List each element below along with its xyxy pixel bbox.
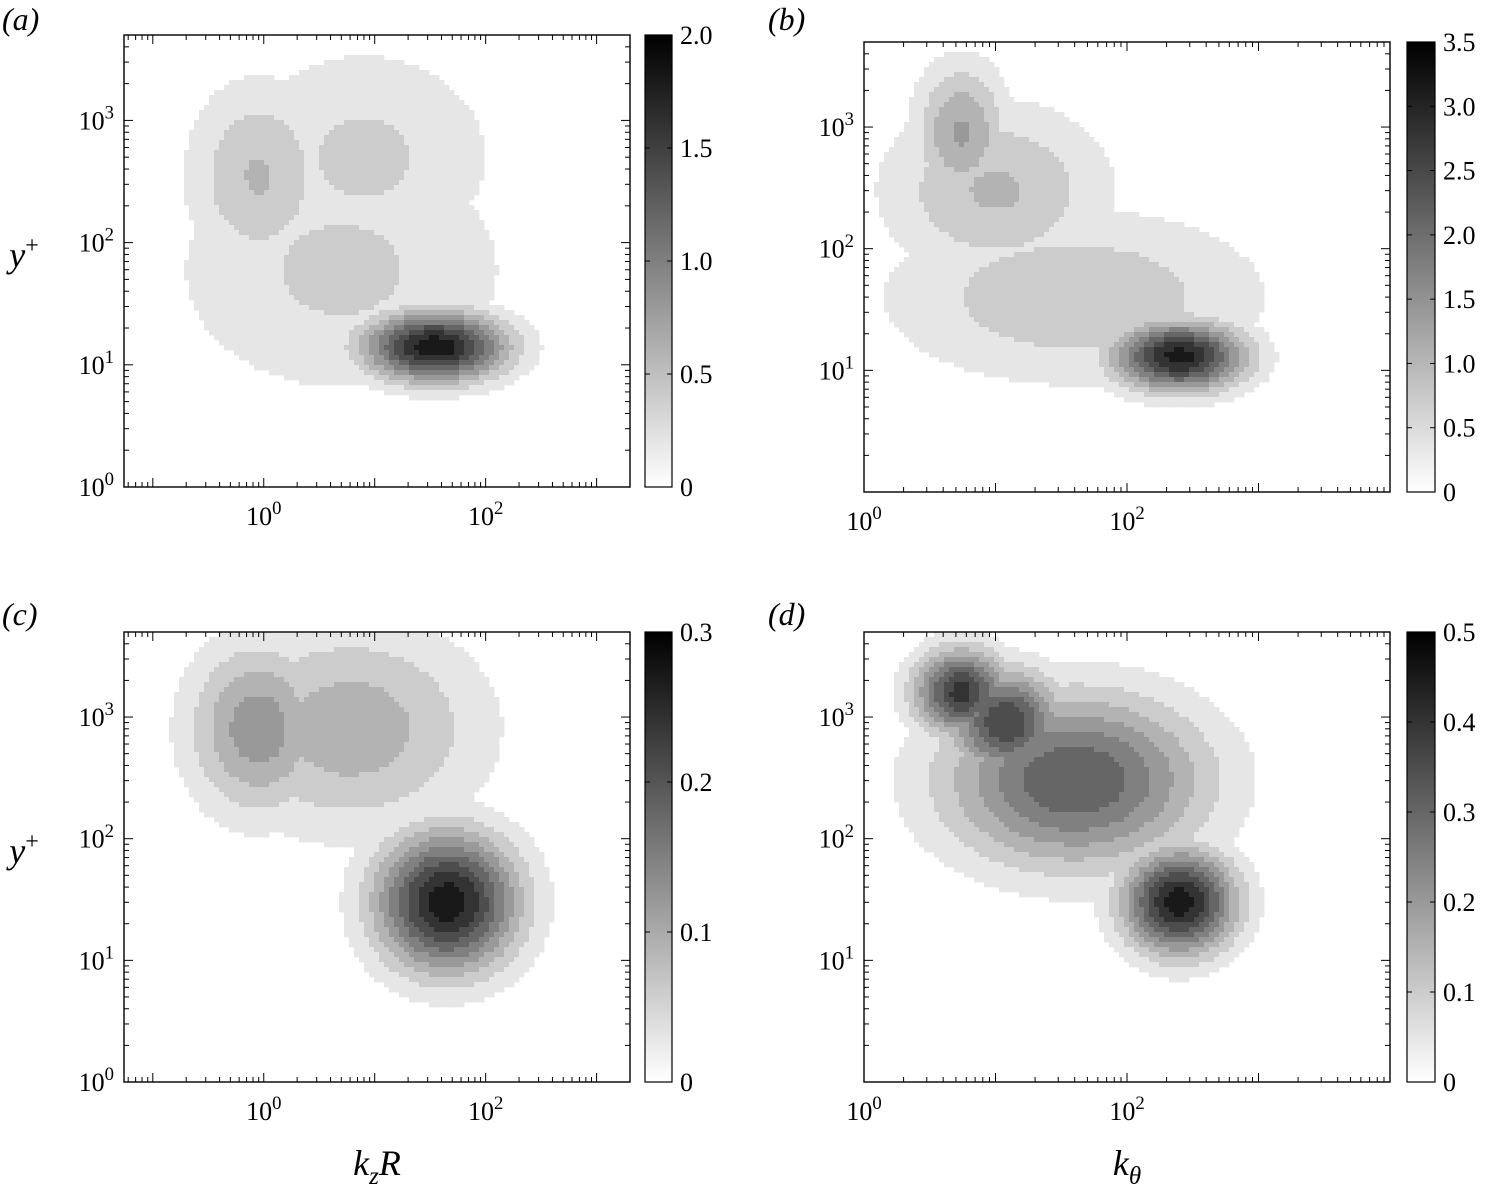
colorbar-tick-label-2: 0.5 (1443, 414, 1476, 443)
x-tick-label-2: 102 (1109, 1093, 1144, 1126)
panel-b: (b) 100 102 101 102 103 0 0.5 1.0 1.5 2.0 2.5 3.0 3.5 (768, 1, 1476, 536)
x-tick-label-2: 102 (468, 1093, 503, 1126)
colorbar-gradient (1406, 631, 1436, 1083)
colorbar-tick-label-5: 2.0 (680, 21, 713, 50)
colorbar-tick-label-7: 3.0 (1443, 92, 1476, 121)
colorbar-tick-label-1: 0 (1443, 478, 1456, 507)
colorbar-tick-label-4: 0.3 (1443, 798, 1476, 827)
colorbar-gradient (1406, 41, 1436, 493)
panel-label: (a) (2, 1, 39, 37)
colorbar-tick-label-4: 0.3 (680, 618, 713, 647)
panel-label: (d) (768, 596, 805, 632)
y-axis-label: y+ (6, 233, 39, 275)
y-tick-label-1: 100 (79, 1064, 114, 1097)
colorbar-tick-label-2: 0.1 (1443, 978, 1476, 1007)
colorbar-tick-label-6: 0.5 (1443, 618, 1476, 647)
minor-ticks (124, 34, 631, 488)
y-tick-label-4: 103 (79, 699, 114, 732)
colorbar-tick-label-3: 0.2 (1443, 888, 1476, 917)
x-tick-label-1: 100 (246, 1093, 281, 1126)
panel-c: (c) 100 102 100 101 102 103 y+ kzR 0 0.1 0.2 0.3 (2, 596, 713, 1190)
x-tick-label-2: 102 (468, 498, 503, 531)
contour-field (864, 632, 1390, 1082)
colorbar-tick-label-6: 2.5 (1443, 157, 1476, 186)
y-tick-label-1: 100 (79, 469, 114, 502)
colorbar-tick-label-5: 0.4 (1443, 708, 1476, 737)
y-tick-label-3: 103 (819, 109, 854, 142)
contour-field (124, 35, 630, 487)
colorbar-tick-label-4: 1.5 (1443, 285, 1476, 314)
colorbar-tick-label-1: 0 (680, 473, 693, 502)
panel-a: (a) 100 102 100 101 102 103 y+ 0 0.5 1.0 1.5 2.0 (2, 1, 713, 531)
colorbar-tick-label-2: 0.1 (680, 918, 713, 947)
y-tick-label-1: 101 (819, 352, 854, 385)
x-tick-label-1: 100 (846, 1093, 881, 1126)
colorbar: 0 0.1 0.2 0.3 (644, 618, 713, 1097)
x-tick-label-2: 102 (1109, 503, 1144, 536)
colorbar-gradient (644, 631, 673, 1083)
colorbar-tick-label-2: 0.5 (680, 360, 713, 389)
colorbar-tick-label-8: 3.5 (1443, 28, 1476, 57)
contour-field (124, 632, 630, 1082)
x-tick-label-1: 100 (846, 503, 881, 536)
colorbar-tick-label-1: 0 (680, 1068, 693, 1097)
contour-field (864, 42, 1390, 492)
x-tick-label-1: 100 (246, 498, 281, 531)
y-tick-label-1: 101 (819, 942, 854, 975)
y-tick-label-2: 101 (79, 942, 114, 975)
panel-label: (c) (2, 596, 38, 632)
colorbar: 0 0.1 0.2 0.3 0.4 0.5 (1406, 618, 1476, 1097)
y-tick-label-2: 101 (79, 347, 114, 380)
colorbar-tick-label-5: 2.0 (1443, 221, 1476, 250)
y-tick-label-4: 103 (79, 102, 114, 135)
panel-d: (d) 100 102 101 102 103 kθ 0 0.1 0.2 0.3 0.4 0.5 (768, 596, 1476, 1190)
colorbar-tick-label-4: 1.5 (680, 134, 713, 163)
x-axis-label: kθ (1113, 1143, 1141, 1190)
minor-ticks (863, 631, 1391, 1083)
colorbar-tick-label-3: 0.2 (680, 768, 713, 797)
colorbar-tick-label-1: 0 (1443, 1068, 1456, 1097)
colorbar: 0 0.5 1.0 1.5 2.0 (644, 21, 713, 502)
colorbar-tick-label-3: 1.0 (1443, 349, 1476, 378)
plot-frame (123, 631, 631, 1083)
panel-label: (b) (768, 1, 805, 37)
plot-frame (123, 34, 631, 488)
y-tick-label-3: 102 (79, 821, 114, 854)
y-tick-label-2: 102 (819, 821, 854, 854)
minor-ticks (124, 631, 631, 1083)
y-tick-label-3: 102 (79, 225, 114, 258)
colorbar: 0 0.5 1.0 1.5 2.0 2.5 3.0 3.5 (1406, 28, 1476, 507)
colorbar-tick-label-3: 1.0 (680, 247, 713, 276)
y-tick-label-2: 102 (819, 231, 854, 264)
y-axis-label: y+ (6, 829, 39, 871)
y-tick-label-3: 103 (819, 699, 854, 732)
minor-ticks (863, 41, 1391, 493)
x-axis-label: kzR (353, 1143, 401, 1190)
